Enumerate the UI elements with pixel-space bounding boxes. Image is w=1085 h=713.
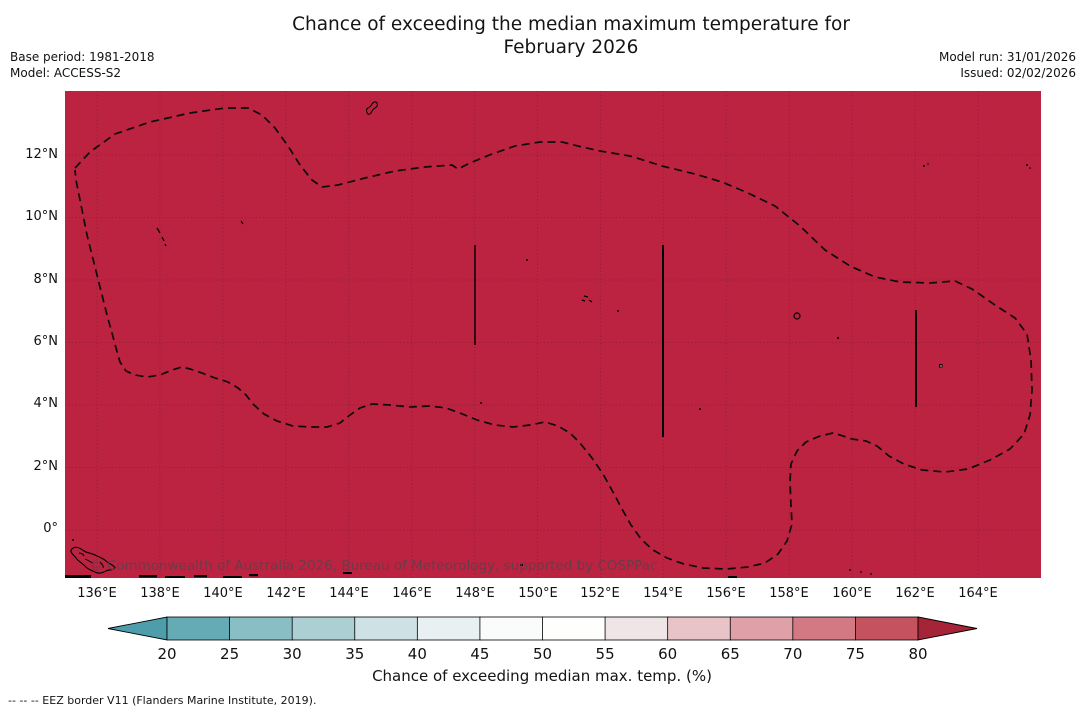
yap-island-icon bbox=[240, 220, 244, 225]
colorbar-segment bbox=[855, 616, 919, 641]
x-tick-label: 156°E bbox=[706, 586, 746, 601]
colorbar-segment bbox=[291, 616, 356, 641]
new-guinea-coastline bbox=[65, 546, 872, 578]
palau-islands-icon bbox=[156, 227, 167, 247]
y-tick-label: 2°N bbox=[33, 459, 59, 474]
colorbar-tick-label: 20 bbox=[157, 645, 176, 663]
x-tick-label: 150°E bbox=[518, 586, 558, 601]
colorbar-tick-label: 55 bbox=[596, 645, 615, 663]
probability-field bbox=[65, 91, 1041, 578]
title-line-1: Chance of exceeding the median maximum t… bbox=[292, 14, 850, 35]
model-text: Model: ACCESS-S2 bbox=[10, 65, 122, 80]
colorbar-segment bbox=[479, 616, 544, 641]
colorbar-segment bbox=[416, 616, 481, 641]
pohnpei-island-icon bbox=[793, 312, 801, 320]
colorbar-segment bbox=[792, 616, 857, 641]
issued-text: Issued: 02/02/2026 bbox=[960, 65, 1076, 80]
x-tick-label: 158°E bbox=[769, 586, 809, 601]
x-tick-label: 164°E bbox=[958, 586, 998, 601]
colorbar-tick-label: 40 bbox=[408, 645, 427, 663]
colorbar: 20 25 30 35 40 45 50 55 60 65 70 75 80 bbox=[107, 616, 978, 663]
colorbar-tick-label: 45 bbox=[470, 645, 489, 663]
x-tick-label: 148°E bbox=[455, 586, 495, 601]
colorbar-tick-label: 35 bbox=[345, 645, 364, 663]
x-tick-label: 140°E bbox=[203, 586, 243, 601]
map-canvas: © Commonwealth of Australia 2026, Bureau… bbox=[65, 91, 1041, 578]
eez-footnote: -- -- -- EEZ border V11 (Flanders Marine… bbox=[8, 694, 317, 707]
x-tick-label: 146°E bbox=[392, 586, 432, 601]
colorbar-segment bbox=[667, 616, 732, 641]
copyright-watermark: © Commonwealth of Australia 2026, Bureau… bbox=[89, 558, 657, 574]
colorbar-segment bbox=[542, 616, 606, 641]
y-tick-label: 12°N bbox=[25, 147, 58, 162]
x-tick-label: 160°E bbox=[832, 586, 872, 601]
colorbar-segment bbox=[729, 616, 794, 641]
x-tick-label: 136°E bbox=[77, 586, 117, 601]
y-tick-label: 10°N bbox=[25, 209, 58, 224]
y-tick-label: 4°N bbox=[33, 396, 59, 411]
coastline-outline bbox=[70, 546, 116, 574]
title-line-2: February 2026 bbox=[503, 37, 639, 58]
figure-title: Chance of exceeding the median maximum t… bbox=[292, 13, 850, 59]
colorbar-segment bbox=[604, 616, 669, 641]
kosrae-island-dot bbox=[940, 365, 942, 367]
x-tick-label: 154°E bbox=[643, 586, 683, 601]
graticule-gridlines bbox=[65, 91, 1041, 578]
colorbar-tick-label: 60 bbox=[658, 645, 677, 663]
colorbar-tick-label: 75 bbox=[846, 645, 865, 663]
base-period-text: Base period: 1981-2018 bbox=[10, 50, 155, 64]
eez-border-dashed bbox=[74, 107, 1033, 570]
guam-island-icon bbox=[366, 101, 378, 115]
colorbar-segment bbox=[166, 616, 231, 641]
colorbar-segment bbox=[354, 616, 419, 641]
minor-island-specks bbox=[72, 163, 1031, 541]
coastline-detail bbox=[78, 552, 104, 569]
colorbar-label: Chance of exceeding median max. temp. (%… bbox=[372, 667, 712, 685]
meta-left: Base period: 1981-2018 Model: ACCESS-S2 bbox=[10, 50, 155, 81]
meta-right: Model run: 31/01/2026 Issued: 02/02/2026 bbox=[939, 50, 1076, 81]
map-area: © Commonwealth of Australia 2026, Bureau… bbox=[65, 91, 1041, 578]
colorbar-tick-label: 25 bbox=[220, 645, 239, 663]
colorbar-tick-label: 30 bbox=[283, 645, 302, 663]
x-tick-label: 138°E bbox=[140, 586, 180, 601]
x-tick-label: 152°E bbox=[580, 586, 620, 601]
colorbar-tick-label: 65 bbox=[721, 645, 740, 663]
colorbar-tick-label: 50 bbox=[533, 645, 552, 663]
x-tick-label: 144°E bbox=[329, 586, 369, 601]
y-tick-label: 6°N bbox=[33, 334, 59, 349]
colorbar-tick-label: 70 bbox=[783, 645, 802, 663]
coastline-fragments bbox=[65, 564, 872, 578]
model-run-text: Model run: 31/01/2026 bbox=[938, 50, 1076, 64]
x-tick-label: 142°E bbox=[266, 586, 306, 601]
colorbar-tick-label: 80 bbox=[908, 645, 927, 663]
eez-segment-lines bbox=[474, 245, 917, 437]
colorbar-segment bbox=[229, 616, 293, 641]
colorbar-arrow-low bbox=[107, 616, 168, 641]
y-tick-label: 0° bbox=[43, 521, 58, 536]
colorbar-arrow-high bbox=[917, 616, 978, 641]
y-tick-label: 8°N bbox=[33, 272, 59, 287]
island-coastlines bbox=[72, 101, 1031, 541]
chuuk-islands-icon bbox=[581, 295, 593, 303]
x-tick-label: 162°E bbox=[895, 586, 935, 601]
